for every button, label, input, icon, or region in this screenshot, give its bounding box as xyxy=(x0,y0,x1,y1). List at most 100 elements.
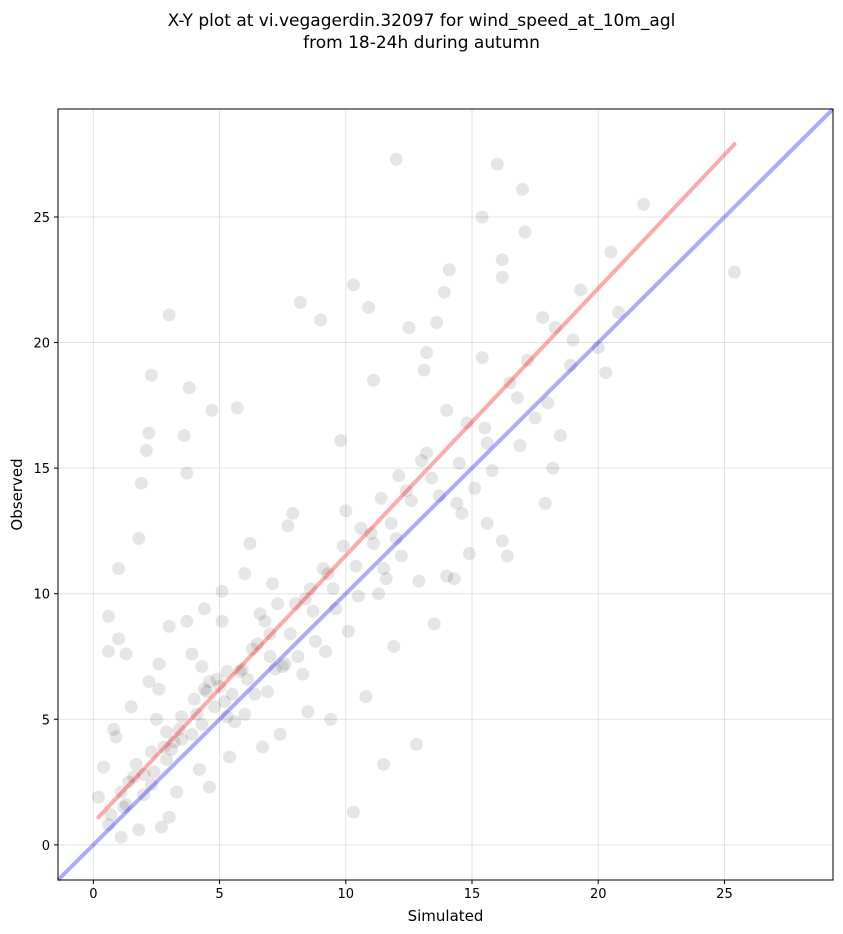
data-point xyxy=(180,466,194,480)
data-point xyxy=(167,735,181,749)
data-point xyxy=(197,682,211,696)
data-point xyxy=(563,358,577,372)
data-point xyxy=(208,700,222,714)
data-point xyxy=(462,547,476,561)
data-point xyxy=(160,752,174,766)
data-point xyxy=(728,265,742,279)
data-point xyxy=(425,471,439,485)
data-point xyxy=(389,531,403,545)
data-point xyxy=(314,313,328,327)
data-point xyxy=(553,428,567,442)
y-tick-label: 10 xyxy=(33,588,50,603)
data-point xyxy=(255,740,269,754)
data-point xyxy=(442,263,456,277)
data-point xyxy=(521,353,535,367)
data-point xyxy=(238,567,252,581)
data-point xyxy=(218,695,232,709)
data-point xyxy=(404,494,418,508)
data-point xyxy=(134,476,148,490)
data-point xyxy=(223,750,237,764)
data-point xyxy=(374,491,388,505)
data-point xyxy=(127,770,141,784)
data-point xyxy=(440,403,454,417)
y-tick-label: 25 xyxy=(33,211,50,226)
data-point xyxy=(402,320,416,334)
data-point xyxy=(142,426,156,440)
data-point xyxy=(324,712,338,726)
data-point xyxy=(283,627,297,641)
data-point xyxy=(367,536,381,550)
data-point xyxy=(144,745,158,759)
data-point xyxy=(351,589,365,603)
data-point xyxy=(536,310,550,324)
data-point xyxy=(303,582,317,596)
data-point xyxy=(409,737,423,751)
data-point xyxy=(518,225,532,239)
data-point xyxy=(109,730,123,744)
data-point xyxy=(485,464,499,478)
data-point xyxy=(500,549,514,563)
data-point xyxy=(144,368,158,382)
data-point xyxy=(377,757,391,771)
data-point xyxy=(288,597,302,611)
data-point xyxy=(139,444,153,458)
data-point xyxy=(316,562,330,576)
data-point xyxy=(112,562,126,576)
data-point xyxy=(175,732,189,746)
data-point xyxy=(258,614,272,628)
data-point xyxy=(637,197,651,211)
data-point xyxy=(112,632,126,646)
grid xyxy=(58,109,833,880)
data-point xyxy=(591,341,605,355)
data-point xyxy=(190,707,204,721)
data-point xyxy=(341,624,355,638)
data-point xyxy=(362,300,376,314)
data-point xyxy=(172,722,186,736)
data-point xyxy=(354,521,368,535)
data-point xyxy=(478,421,492,435)
data-point xyxy=(306,604,320,618)
x-tick-label: 20 xyxy=(590,887,607,902)
data-point xyxy=(243,536,257,550)
data-point xyxy=(263,649,277,663)
data-point xyxy=(286,506,300,520)
data-point xyxy=(359,690,373,704)
data-point xyxy=(233,665,247,679)
data-point xyxy=(387,639,401,653)
data-point xyxy=(346,278,360,292)
data-point xyxy=(114,785,128,799)
data-point xyxy=(367,373,381,387)
data-point xyxy=(213,680,227,694)
data-points xyxy=(91,152,742,844)
data-point xyxy=(319,644,333,658)
data-point xyxy=(308,634,322,648)
y-axis-label: Observed xyxy=(8,458,26,530)
data-point xyxy=(528,411,542,425)
data-point xyxy=(162,308,176,322)
data-point xyxy=(91,790,105,804)
data-point xyxy=(119,798,133,812)
data-point xyxy=(197,602,211,616)
data-point xyxy=(238,707,252,721)
data-point xyxy=(447,572,461,586)
data-point xyxy=(253,607,267,621)
data-point xyxy=(392,469,406,483)
trend-lines xyxy=(56,107,835,882)
data-point xyxy=(225,687,239,701)
data-point xyxy=(152,682,166,696)
data-point xyxy=(185,727,199,741)
y-tick-label: 20 xyxy=(33,337,50,352)
data-point xyxy=(170,785,184,799)
data-point xyxy=(460,416,474,430)
data-point xyxy=(220,710,234,724)
data-point xyxy=(326,582,340,596)
data-point xyxy=(420,346,434,360)
data-point xyxy=(379,572,393,586)
data-point xyxy=(220,665,234,679)
x-axis-ticks: 0 5 10 15 20 25 xyxy=(89,880,733,902)
y-tick-label: 5 xyxy=(42,713,50,728)
data-point xyxy=(142,675,156,689)
data-point xyxy=(420,446,434,460)
y-tick-label: 0 xyxy=(42,839,50,854)
